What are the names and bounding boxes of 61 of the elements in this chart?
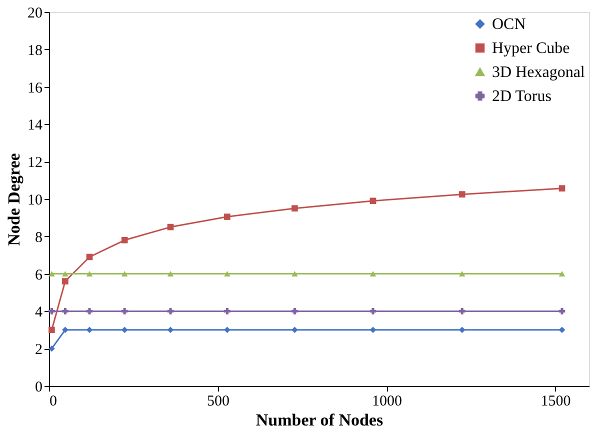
x-tick-label: 0 [50,394,57,410]
point [292,271,298,277]
point [48,345,55,352]
y-tick-label: 10 [28,192,42,208]
point [224,214,230,220]
y-axis-title: Node Degree [4,152,24,246]
point [458,308,466,314]
legend-label: OCN [492,16,526,33]
y-tick-label: 14 [28,118,43,134]
y-tick-label: 6 [35,267,43,284]
point [292,205,298,212]
point [224,308,230,314]
point [458,326,466,334]
point [121,326,128,334]
point [167,271,174,277]
point [292,326,298,334]
y-tick-label: 4 [35,304,43,321]
x-tick-label: 1500 [540,394,571,410]
point [121,236,128,244]
point [62,326,68,334]
point [370,271,376,277]
point [86,308,93,314]
point [370,198,376,204]
y-tick-label: 8 [35,230,42,246]
point [558,326,566,334]
y-tick-label: 0 [35,380,42,396]
point [62,308,68,314]
y-tick-label: 12 [28,155,42,172]
y-tick-label: 20 [28,6,42,22]
x-tick-label: 500 [207,394,230,410]
point [558,185,566,192]
point [558,271,566,277]
point [48,326,55,334]
point [458,191,466,198]
point [292,308,298,314]
point [48,271,55,277]
point [62,271,68,277]
legend-label: Hyper Cube [492,40,570,57]
point [167,224,174,230]
legend-label: 3D Hexagonal [492,64,586,81]
point [458,271,466,277]
point [121,271,128,277]
point [558,308,566,314]
point [370,308,376,314]
x-tick-label: 1000 [372,394,402,410]
x-axis-title: Number of Nodes [256,410,384,430]
point [167,326,174,334]
point [48,308,55,314]
point [167,308,174,314]
point [121,308,128,314]
y-tick-label: 2 [35,342,42,358]
point [370,326,376,334]
y-tick-label: 18 [28,42,42,59]
point [224,271,230,277]
point [86,254,93,260]
point [62,278,68,284]
y-tick-label: 16 [28,80,43,96]
legend-label: 2D Torus [492,88,552,105]
point [86,326,93,334]
point [86,271,93,277]
point [224,326,230,334]
